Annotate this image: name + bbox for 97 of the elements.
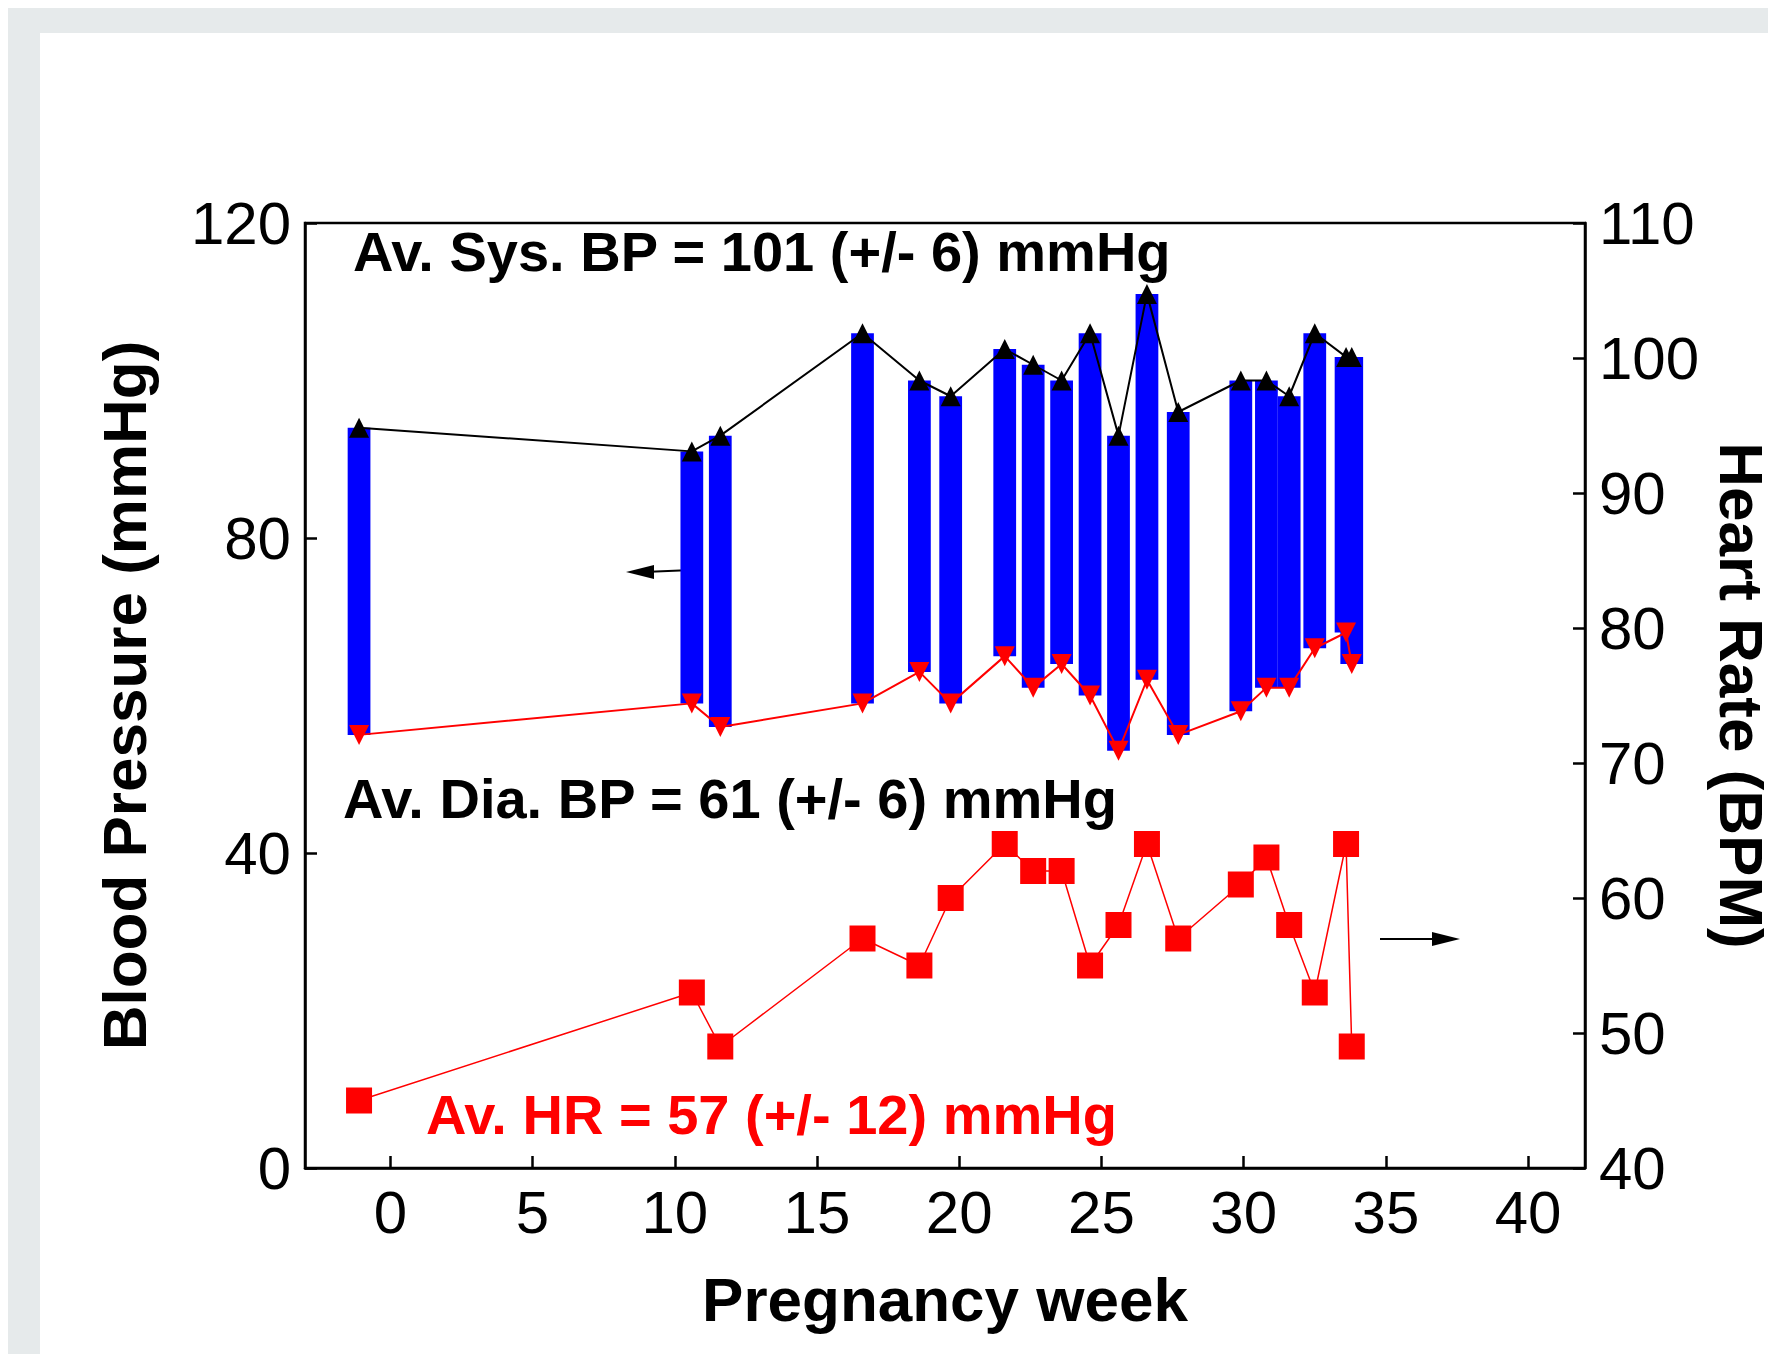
annotation: Av. Sys. BP = 101 (+/- 6) mmHg — [353, 219, 1171, 283]
y2-tick-label: 90 — [1598, 459, 1666, 527]
point — [1080, 323, 1101, 344]
x-tick-label: 15 — [783, 1178, 851, 1246]
point — [909, 661, 930, 682]
point — [906, 952, 933, 979]
point — [1230, 370, 1251, 391]
point — [1230, 701, 1251, 722]
point — [1051, 370, 1072, 391]
bar — [1135, 293, 1159, 680]
point — [1338, 1033, 1365, 1060]
x-tick-label: 0 — [373, 1178, 408, 1246]
bar — [908, 380, 931, 672]
bar — [939, 396, 963, 704]
point — [1077, 952, 1104, 979]
point — [852, 323, 873, 344]
point — [349, 417, 370, 438]
point — [1020, 858, 1047, 884]
point — [940, 386, 961, 407]
y2-axis-title: Heart Rate (BPM) — [1706, 442, 1776, 949]
point — [1023, 677, 1044, 698]
point — [1048, 858, 1075, 884]
annotation: Av. HR = 57 (+/- 12) mmHg — [426, 1082, 1117, 1146]
y-tick-label: 0 — [257, 1134, 291, 1202]
point — [1168, 402, 1189, 422]
point — [909, 370, 930, 391]
point — [346, 1087, 373, 1114]
point — [678, 979, 705, 1006]
y2-tick-label: 100 — [1598, 324, 1700, 392]
bar — [1229, 380, 1253, 712]
point — [681, 441, 702, 462]
x-tick-label: 40 — [1494, 1178, 1562, 1246]
y-tick-label: 40 — [224, 819, 291, 887]
y2-tick-label: 80 — [1598, 594, 1666, 662]
bar — [1078, 333, 1102, 696]
point — [1168, 724, 1189, 745]
point — [1279, 677, 1300, 698]
bar — [1050, 380, 1073, 664]
y2-tick-label: 50 — [1598, 999, 1666, 1067]
point — [1227, 871, 1254, 898]
bar — [993, 349, 1017, 657]
annotation: Av. Dia. BP = 61 (+/- 6) mmHg — [343, 766, 1117, 830]
x-tick-label: 30 — [1210, 1178, 1278, 1246]
point — [994, 646, 1015, 667]
point — [1276, 912, 1303, 938]
point — [349, 724, 370, 745]
bar — [851, 333, 874, 704]
y-tick-label: 120 — [190, 189, 291, 257]
point — [1304, 323, 1325, 344]
bar — [347, 427, 371, 735]
point — [1136, 669, 1157, 690]
bar — [1303, 333, 1327, 649]
x-tick-label: 10 — [641, 1178, 709, 1246]
point — [1256, 677, 1277, 698]
point — [1105, 912, 1132, 938]
point — [991, 831, 1018, 857]
point — [1341, 654, 1362, 674]
y2-tick-label: 40 — [1598, 1134, 1666, 1202]
point — [710, 717, 731, 737]
y2-tick-label: 110 — [1598, 189, 1695, 257]
point — [937, 885, 964, 911]
point — [1253, 844, 1280, 871]
point — [1108, 425, 1129, 446]
point — [994, 339, 1015, 359]
point — [1336, 622, 1357, 643]
point — [710, 425, 731, 446]
bar — [1107, 435, 1130, 751]
point — [852, 693, 873, 714]
point — [1136, 283, 1157, 304]
point — [1051, 654, 1072, 674]
x-tick-label: 35 — [1352, 1178, 1420, 1246]
y-tick-label: 80 — [224, 504, 291, 572]
y2-tick-label: 60 — [1598, 864, 1666, 932]
y2-tick-label: 70 — [1598, 729, 1666, 797]
point — [849, 925, 876, 952]
bar — [708, 435, 732, 727]
point — [1133, 831, 1160, 857]
x-tick-label: 5 — [515, 1178, 550, 1246]
bar — [680, 451, 704, 704]
point — [681, 693, 702, 714]
x-axis-title: Pregnancy week — [702, 1264, 1189, 1334]
point — [940, 693, 961, 714]
point — [1304, 638, 1325, 659]
point — [1080, 685, 1101, 706]
x-tick-label: 25 — [1068, 1178, 1135, 1246]
point — [1333, 831, 1360, 857]
x-tick-label: 20 — [925, 1178, 993, 1246]
point — [1256, 370, 1277, 391]
y-axis-title: Blood Pressure (mmHg) — [89, 340, 159, 1051]
point — [1301, 979, 1328, 1006]
bar — [1166, 412, 1190, 735]
point — [1108, 740, 1129, 761]
bar — [1021, 364, 1045, 688]
point — [1165, 925, 1192, 952]
point — [1023, 354, 1044, 375]
point — [1279, 386, 1300, 407]
point — [707, 1033, 734, 1060]
